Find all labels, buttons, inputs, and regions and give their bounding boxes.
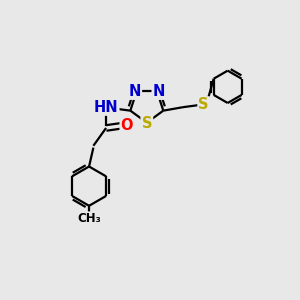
Text: N: N xyxy=(153,84,165,99)
Text: CH₃: CH₃ xyxy=(77,212,101,225)
Text: O: O xyxy=(121,118,133,133)
Text: S: S xyxy=(142,116,152,131)
Text: N: N xyxy=(129,84,141,99)
Text: HN: HN xyxy=(94,100,119,115)
Text: S: S xyxy=(199,98,209,112)
